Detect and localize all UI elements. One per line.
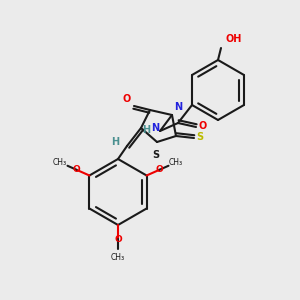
Text: S: S — [196, 132, 203, 142]
Text: S: S — [152, 150, 160, 160]
Text: O: O — [123, 94, 131, 104]
Text: OH: OH — [226, 34, 242, 44]
Text: N: N — [151, 123, 159, 133]
Text: H: H — [142, 125, 150, 135]
Text: CH₃: CH₃ — [169, 158, 183, 167]
Text: N: N — [174, 102, 182, 112]
Text: CH₃: CH₃ — [111, 253, 125, 262]
Text: H: H — [111, 137, 119, 147]
Text: O: O — [155, 165, 163, 174]
Text: CH₃: CH₃ — [53, 158, 67, 167]
Text: O: O — [114, 235, 122, 244]
Text: O: O — [198, 121, 206, 131]
Text: O: O — [73, 165, 80, 174]
